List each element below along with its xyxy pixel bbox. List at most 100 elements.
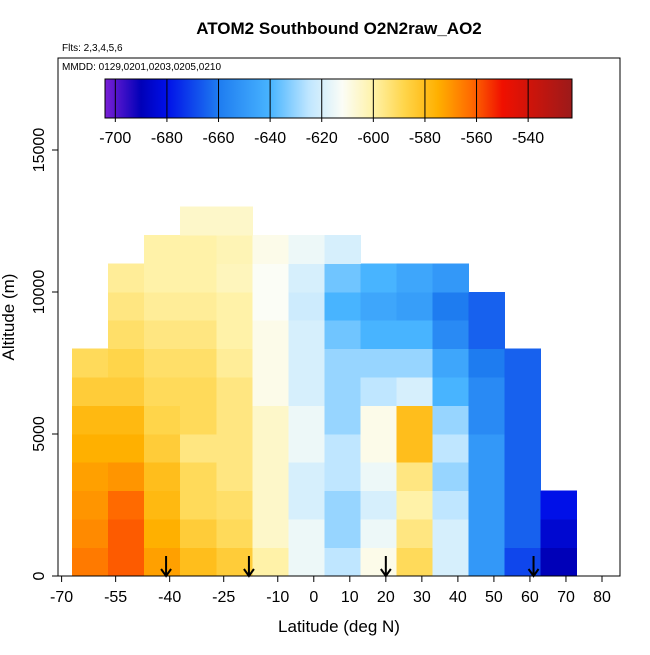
- heat-cell: [72, 490, 109, 520]
- heat-cell: [288, 433, 325, 463]
- heat-cell: [360, 376, 397, 406]
- heat-cell: [216, 490, 253, 520]
- heat-cell: [216, 462, 253, 492]
- heat-cell: [432, 405, 469, 435]
- heat-cell: [324, 547, 361, 577]
- heat-cell: [180, 234, 217, 264]
- heat-cell: [144, 376, 181, 406]
- heat-cell: [432, 462, 469, 492]
- heat-cell: [252, 547, 289, 577]
- heat-cell: [288, 405, 325, 435]
- heat-cell: [540, 490, 578, 520]
- x-tick-label: 50: [485, 589, 503, 606]
- heat-cell: [252, 291, 289, 321]
- heat-cell: [396, 291, 433, 321]
- heat-cell: [180, 490, 217, 520]
- colorbar: [104, 78, 573, 119]
- heat-cell: [324, 348, 361, 378]
- heat-cell: [432, 291, 469, 321]
- heat-cell: [180, 462, 217, 492]
- colorbar-tick-label: -620: [306, 130, 338, 147]
- x-tick-label: -40: [158, 589, 181, 606]
- heat-cell: [468, 348, 505, 378]
- heat-cell: [504, 376, 541, 406]
- heat-cell: [72, 462, 109, 492]
- heat-cell: [180, 291, 217, 321]
- x-tick-label: -25: [212, 589, 235, 606]
- plot-frame: [57, 57, 621, 577]
- heat-cell: [288, 234, 325, 264]
- heat-cell: [180, 206, 217, 236]
- heat-cell: [504, 547, 541, 577]
- heat-cell: [252, 405, 289, 435]
- heat-cell: [468, 490, 505, 520]
- heat-cell: [216, 348, 253, 378]
- heat-cell: [396, 490, 433, 520]
- heat-cell: [216, 405, 253, 435]
- heat-cell: [108, 547, 145, 577]
- heat-cell: [504, 348, 541, 378]
- heat-cell: [468, 462, 505, 492]
- heatmap: [72, 206, 578, 577]
- annotation: MMDD: 0129,0201,0203,0205,0210: [62, 62, 221, 73]
- heat-cell: [144, 462, 181, 492]
- heat-cell: [144, 234, 181, 264]
- heat-cell: [360, 320, 397, 350]
- heat-cell: [288, 263, 325, 293]
- overlay: -70 -55 -40 -25 -10 0 10 20 30 40 50 60 70 80 0 5000 100…: [31, 78, 611, 606]
- heat-cell: [72, 376, 109, 406]
- x-tick-label: -10: [266, 589, 289, 606]
- heat-cell: [468, 291, 505, 321]
- heat-cell: [180, 405, 217, 435]
- heat-cell: [504, 490, 541, 520]
- heat-cell: [144, 320, 181, 350]
- heat-cell: [324, 433, 361, 463]
- heat-cell: [72, 518, 109, 548]
- heat-cell: [108, 518, 145, 548]
- heat-cell: [324, 320, 361, 350]
- heat-cell: [252, 518, 289, 548]
- heat-cell: [108, 405, 145, 435]
- y-tick-label: 5000: [31, 416, 48, 452]
- x-axis-label: Latitude (deg N): [278, 617, 400, 636]
- heat-cell: [108, 490, 145, 520]
- heat-cell: [360, 490, 397, 520]
- heat-cell: [396, 376, 433, 406]
- heat-cell: [72, 348, 109, 378]
- heat-cell: [108, 462, 145, 492]
- heat-cell: [504, 462, 541, 492]
- heat-cell: [360, 348, 397, 378]
- colorbar-tick-label: -580: [409, 130, 441, 147]
- heat-cell: [288, 320, 325, 350]
- heat-cell: [108, 348, 145, 378]
- heat-cell: [216, 291, 253, 321]
- heat-cell: [360, 518, 397, 548]
- heat-cell: [180, 348, 217, 378]
- heat-cell: [360, 547, 397, 577]
- heat-cell: [468, 320, 505, 350]
- heat-cell: [108, 291, 145, 321]
- heat-cell: [360, 291, 397, 321]
- y-axis-label: Altitude (m): [0, 274, 18, 361]
- heat-cell: [324, 234, 361, 264]
- x-tick-label: 30: [413, 589, 431, 606]
- heat-cell: [216, 234, 253, 264]
- heat-cell: [288, 462, 325, 492]
- colorbar-tick-label: -560: [461, 130, 493, 147]
- y-tick-label: 0: [31, 571, 48, 580]
- heat-cell: [360, 433, 397, 463]
- heat-cell: [252, 263, 289, 293]
- heat-cell: [72, 547, 109, 577]
- heat-cell: [504, 433, 541, 463]
- heat-cell: [108, 263, 145, 293]
- heat-cell: [252, 433, 289, 463]
- x-tick-label: 80: [593, 589, 611, 606]
- heat-cell: [144, 433, 181, 463]
- heat-cell: [216, 263, 253, 293]
- heat-cell: [252, 376, 289, 406]
- colorbar-tick-label: -540: [512, 130, 544, 147]
- heat-cell: [324, 263, 361, 293]
- heat-cell: [252, 462, 289, 492]
- heat-cell: [540, 547, 578, 577]
